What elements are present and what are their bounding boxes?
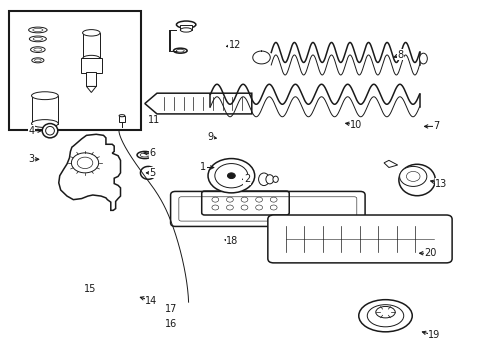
Ellipse shape bbox=[258, 173, 269, 185]
Ellipse shape bbox=[31, 92, 58, 100]
Ellipse shape bbox=[419, 53, 427, 64]
Ellipse shape bbox=[180, 28, 192, 32]
Circle shape bbox=[255, 197, 262, 202]
Circle shape bbox=[255, 205, 262, 210]
Polygon shape bbox=[86, 86, 96, 93]
Ellipse shape bbox=[42, 123, 58, 138]
Text: 8: 8 bbox=[396, 50, 402, 60]
Text: 7: 7 bbox=[432, 121, 439, 131]
Circle shape bbox=[214, 163, 247, 188]
Circle shape bbox=[227, 173, 235, 179]
Text: 3: 3 bbox=[28, 154, 35, 164]
Ellipse shape bbox=[82, 55, 100, 62]
Ellipse shape bbox=[33, 37, 42, 40]
Ellipse shape bbox=[173, 48, 187, 53]
Text: 11: 11 bbox=[148, 115, 161, 125]
Text: 4: 4 bbox=[28, 126, 35, 136]
Bar bbox=[82, 33, 100, 59]
Bar bbox=[119, 116, 124, 122]
Ellipse shape bbox=[358, 300, 411, 332]
Ellipse shape bbox=[29, 36, 46, 42]
Ellipse shape bbox=[265, 175, 273, 184]
Ellipse shape bbox=[45, 126, 54, 135]
Ellipse shape bbox=[35, 59, 41, 62]
Ellipse shape bbox=[119, 114, 124, 117]
Text: 10: 10 bbox=[349, 120, 362, 130]
Text: 9: 9 bbox=[207, 132, 213, 142]
Ellipse shape bbox=[137, 152, 152, 158]
Ellipse shape bbox=[32, 58, 44, 63]
Circle shape bbox=[226, 205, 233, 210]
Ellipse shape bbox=[398, 164, 434, 196]
Text: 6: 6 bbox=[149, 148, 155, 158]
Circle shape bbox=[226, 197, 233, 202]
Ellipse shape bbox=[34, 48, 42, 51]
Bar bbox=[180, 24, 192, 30]
Polygon shape bbox=[144, 93, 251, 114]
Circle shape bbox=[241, 205, 247, 210]
Bar bbox=[9, 11, 141, 130]
Circle shape bbox=[77, 157, 93, 168]
Ellipse shape bbox=[176, 49, 184, 52]
Circle shape bbox=[241, 197, 247, 202]
Text: 15: 15 bbox=[83, 284, 96, 294]
Bar bbox=[86, 72, 96, 86]
Circle shape bbox=[211, 205, 218, 210]
Text: 5: 5 bbox=[149, 168, 155, 178]
Bar bbox=[81, 58, 102, 73]
Ellipse shape bbox=[30, 47, 45, 53]
Text: 18: 18 bbox=[226, 237, 238, 247]
Ellipse shape bbox=[272, 176, 278, 183]
Circle shape bbox=[399, 166, 426, 186]
Ellipse shape bbox=[176, 21, 196, 28]
Ellipse shape bbox=[29, 27, 47, 33]
Circle shape bbox=[211, 197, 218, 202]
Circle shape bbox=[406, 171, 419, 181]
Circle shape bbox=[71, 153, 99, 173]
Bar bbox=[31, 96, 58, 123]
FancyBboxPatch shape bbox=[201, 191, 288, 215]
FancyBboxPatch shape bbox=[267, 215, 451, 263]
Circle shape bbox=[270, 197, 277, 202]
Text: 12: 12 bbox=[228, 40, 241, 50]
Circle shape bbox=[270, 205, 277, 210]
Ellipse shape bbox=[33, 28, 43, 32]
Text: 17: 17 bbox=[165, 304, 178, 314]
Polygon shape bbox=[383, 160, 397, 167]
Ellipse shape bbox=[366, 305, 403, 327]
Text: 13: 13 bbox=[434, 179, 447, 189]
Polygon shape bbox=[59, 134, 120, 210]
Text: 20: 20 bbox=[423, 248, 435, 258]
Text: 14: 14 bbox=[145, 296, 157, 306]
Ellipse shape bbox=[31, 120, 58, 127]
Text: 2: 2 bbox=[244, 174, 249, 184]
Ellipse shape bbox=[82, 30, 100, 36]
Text: 16: 16 bbox=[165, 319, 177, 329]
Ellipse shape bbox=[140, 153, 149, 157]
Ellipse shape bbox=[375, 306, 394, 318]
Text: 19: 19 bbox=[427, 330, 439, 341]
Circle shape bbox=[207, 158, 254, 193]
Text: 1: 1 bbox=[200, 162, 206, 172]
